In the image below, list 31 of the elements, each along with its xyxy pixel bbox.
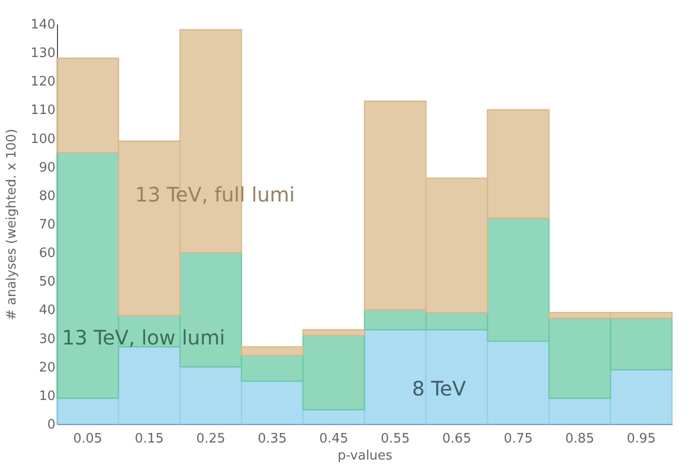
y-tick-label: 10 bbox=[38, 388, 56, 404]
y-tick-label: 110 bbox=[30, 103, 56, 118]
y-tick-label: 40 bbox=[38, 303, 56, 318]
x-tick-label: 0.05 bbox=[73, 432, 102, 446]
y-axis-title: # analyses (weighted. x 100) bbox=[4, 128, 20, 320]
x-tick-label: 0.85 bbox=[565, 432, 594, 446]
y-tick-label: 90 bbox=[38, 160, 56, 176]
bar bbox=[240, 346, 304, 356]
x-tick-label: 0.75 bbox=[504, 432, 533, 446]
x-tick-label: 0.25 bbox=[196, 432, 226, 446]
x-tick-label: 0.35 bbox=[258, 432, 287, 446]
y-tick-label: 100 bbox=[30, 132, 56, 147]
y-tick-label: 30 bbox=[38, 332, 56, 347]
bar bbox=[302, 329, 366, 336]
x-tick-label: 0.55 bbox=[380, 432, 410, 446]
series-label: 8 TeV bbox=[412, 376, 466, 401]
y-tick-label: 80 bbox=[38, 188, 56, 204]
x-tick-label: 0.65 bbox=[442, 432, 472, 446]
y-tick-label: 70 bbox=[38, 218, 56, 232]
y-tick-label: 20 bbox=[38, 360, 56, 376]
y-tick-label: 140 bbox=[30, 18, 56, 32]
x-axis-title: p-values bbox=[338, 448, 393, 464]
series-label: 13 TeV, low lumi bbox=[62, 325, 226, 350]
x-tick-label: 0.95 bbox=[626, 432, 656, 446]
y-tick-label: 50 bbox=[38, 274, 56, 290]
x-tick-label: 0.15 bbox=[134, 432, 164, 446]
y-tick-label: 0 bbox=[47, 418, 56, 432]
y-tick-label: 130 bbox=[30, 46, 56, 62]
y-tick-label: 120 bbox=[30, 74, 56, 90]
y-tick-label: 60 bbox=[38, 246, 56, 262]
x-tick-label: 0.45 bbox=[319, 432, 348, 446]
